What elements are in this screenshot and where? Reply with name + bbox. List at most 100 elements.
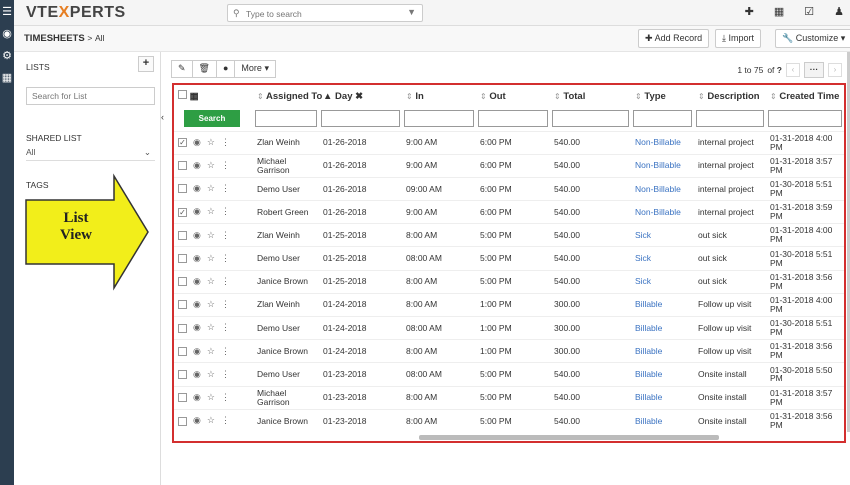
cell-type[interactable]: Billable [631,385,694,410]
row-menu-icon[interactable]: ⋮ [220,136,230,147]
table-row[interactable]: ◉ ☆ ⋮ Janice Brown 01-23-2018 8:00 AM 5:00 PM 5… [174,408,844,433]
filter-total[interactable] [552,110,629,128]
cell-type[interactable]: Sick [631,223,694,247]
cell-assigned-to[interactable]: Demo User [253,246,319,271]
cell-type[interactable]: Non-Billable [631,176,694,201]
eye-icon[interactable]: ◉ [193,276,201,286]
filter-description[interactable] [696,110,764,128]
search-options-icon[interactable]: ▼ [407,7,416,17]
remove-sort-icon[interactable]: ✖ [355,90,364,102]
cell-assigned-to[interactable]: Michael Garrison [253,153,319,178]
filter-in[interactable] [404,110,474,128]
row-menu-icon[interactable]: ⋮ [220,322,230,333]
filter-out[interactable] [478,110,548,128]
eye-icon[interactable]: ◉ [193,136,201,147]
row-menu-icon[interactable]: ⋮ [220,391,230,402]
row-checkbox[interactable] [178,277,187,287]
star-icon[interactable]: ☆ [206,276,215,286]
cell-type[interactable]: Billable [631,339,694,363]
star-icon[interactable]: ☆ [206,252,215,263]
star-icon[interactable]: ☆ [206,345,215,356]
star-icon[interactable]: ☆ [206,183,215,194]
shared-list-select[interactable]: All ⌄ [26,147,155,161]
star-icon[interactable]: ☆ [206,391,215,402]
cell-assigned-to[interactable]: Robert Green [253,200,319,224]
row-checkbox[interactable]: ✓ [178,207,187,217]
tools-icon[interactable]: ⚙ [2,49,12,62]
cell-assigned-to[interactable]: Demo User [253,362,319,387]
row-menu-icon[interactable]: ⋮ [220,160,230,171]
import-button[interactable]: ⤓ Import [715,29,762,48]
add-record-button[interactable]: ✚ Add Record [638,29,710,48]
row-menu-icon[interactable]: ⋮ [220,183,230,194]
more-button[interactable]: More ▾ [234,60,276,78]
table-row[interactable]: ◉ ☆ ⋮ Zlan Weinh 01-24-2018 8:00 AM 1:00 PM 300… [174,292,844,317]
global-search-input[interactable] [246,7,396,20]
row-menu-icon[interactable]: ⋮ [220,368,230,379]
filter-assigned-to[interactable] [255,110,317,128]
star-icon[interactable]: ☆ [206,368,215,379]
page-jump-button[interactable]: ··· [804,62,824,78]
row-menu-icon[interactable]: ⋮ [220,206,230,217]
row-checkbox[interactable] [178,300,187,310]
eye-icon[interactable]: ◉ [193,160,201,171]
header-day[interactable]: ▲ Day ✖ [323,90,364,102]
star-icon[interactable]: ☆ [206,415,215,426]
comment-button[interactable]: ● [215,60,236,78]
eye-icon[interactable]: ◉ [193,206,201,217]
eye-icon[interactable]: ◉ [193,183,201,194]
page-total[interactable]: ? [776,65,782,75]
row-checkbox[interactable] [178,416,187,426]
eye-icon[interactable]: ◉ [193,229,201,240]
filter-type[interactable] [633,110,692,128]
user-icon[interactable]: ♟ [834,6,844,18]
eye-icon[interactable]: ◉ [193,299,201,310]
header-out[interactable]: ⇕ Out [480,90,506,102]
menu-icon[interactable]: ☰ [2,5,12,18]
search-button[interactable]: Search [184,110,240,128]
customize-button[interactable]: 🔧 Customize ▾ [775,29,850,48]
star-icon[interactable]: ☆ [206,229,215,240]
cell-type[interactable]: Billable [631,315,694,340]
cell-type[interactable]: Billable [631,362,694,387]
next-page-icon[interactable]: › [828,63,842,77]
select-all-checkbox[interactable] [178,90,187,99]
star-icon[interactable]: ☆ [206,136,215,147]
tasks-icon[interactable]: ☑ [804,6,815,18]
horizontal-scrollbar[interactable] [419,435,719,440]
table-row[interactable]: ◉ ☆ ⋮ Janice Brown 01-25-2018 8:00 AM 5:00 PM 5… [174,269,844,294]
breadcrumb-module[interactable]: TIMESHEETS [24,33,85,44]
eye-icon[interactable]: ◉ [193,391,201,402]
row-menu-icon[interactable]: ⋮ [220,345,230,356]
table-row[interactable]: ✓ ◉ ☆ ⋮ Zlan Weinh 01-26-2018 9:00 AM 6:00 PM 54… [174,130,844,155]
vertical-scrollbar[interactable] [847,52,850,432]
grid-icon[interactable]: ▦ [189,91,199,102]
row-checkbox[interactable] [178,184,187,194]
row-checkbox[interactable] [178,393,187,403]
calculator-icon[interactable]: ▦ [1,71,13,84]
cell-assigned-to[interactable]: Michael Garrison [253,385,319,410]
eye-icon[interactable]: ◉ [193,345,201,356]
row-menu-icon[interactable]: ⋮ [220,276,230,286]
table-row[interactable]: ✓ ◉ ☆ ⋮ Robert Green 01-26-2018 9:00 AM 6:00 PM… [174,200,844,224]
cell-type[interactable]: Sick [631,246,694,271]
eye-icon[interactable]: ◉ [193,368,201,379]
cell-type[interactable]: Sick [631,269,694,294]
header-assigned-to[interactable]: ⇕ Assigned To [257,90,323,102]
filter-created-time[interactable] [768,110,842,128]
cell-assigned-to[interactable]: Demo User [253,176,319,201]
cell-assigned-to[interactable]: Zlan Weinh [253,130,319,155]
cell-type[interactable]: Billable [631,292,694,317]
cell-type[interactable]: Non-Billable [631,130,694,155]
cell-type[interactable]: Non-Billable [631,200,694,224]
add-list-button[interactable]: + [138,56,154,72]
app-logo[interactable]: VTEXPERTS [26,4,126,21]
filter-day[interactable] [321,110,400,128]
row-checkbox[interactable] [178,161,187,171]
lifebuoy-icon[interactable]: ◉ [2,27,12,40]
star-icon[interactable]: ☆ [206,160,215,171]
table-row[interactable]: ◉ ☆ ⋮ Demo User 01-26-2018 09:00 AM 6:00 PM 540… [174,176,844,201]
delete-button[interactable]: 🗑 [191,60,217,78]
table-row[interactable]: ◉ ☆ ⋮ Michael Garrison 01-26-2018 9:00 AM 6:00… [174,153,844,178]
row-menu-icon[interactable]: ⋮ [220,229,230,240]
